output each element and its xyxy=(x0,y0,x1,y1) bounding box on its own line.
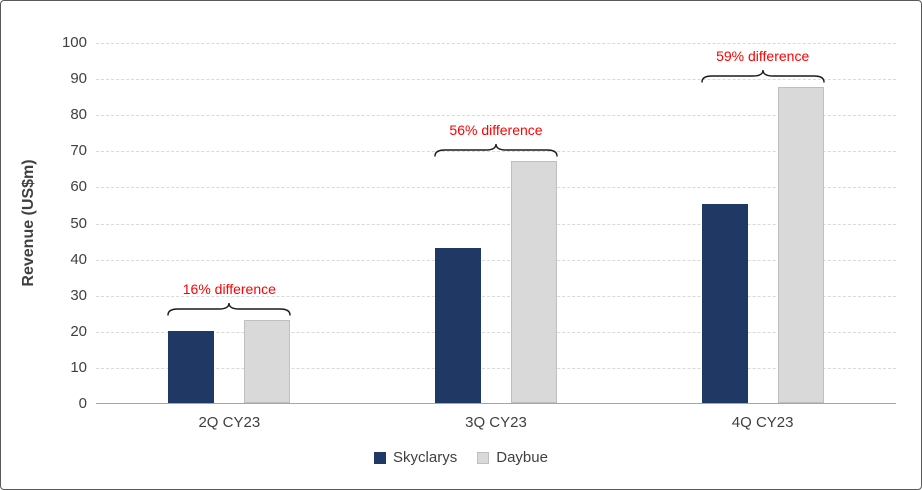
y-tick-label: 10 xyxy=(70,358,87,376)
y-tick-label: 90 xyxy=(70,70,87,88)
gridline xyxy=(96,295,896,297)
bar-daybue xyxy=(244,319,291,403)
gridline xyxy=(96,79,896,81)
y-tick-label: 80 xyxy=(70,106,87,124)
bar-skyclarys xyxy=(701,204,748,403)
bar-daybue xyxy=(777,87,824,403)
gridline xyxy=(96,151,896,153)
y-tick-label: 20 xyxy=(70,322,87,340)
gridline xyxy=(96,331,896,333)
annotation-label: 16% difference xyxy=(182,280,276,297)
curly-brace-icon xyxy=(700,69,825,83)
legend-item-skyclarys: Skyclarys xyxy=(374,449,457,466)
legend-swatch-icon xyxy=(374,451,387,464)
bar-skyclarys xyxy=(168,330,215,403)
x-axis-label: 4Q CY23 xyxy=(731,414,794,431)
x-axis-label: 2Q CY23 xyxy=(198,414,261,431)
annotation-label: 59% difference xyxy=(716,48,810,65)
y-tick-label: 70 xyxy=(70,142,87,160)
annotation-label: 56% difference xyxy=(449,122,543,139)
x-axis-labels: 2Q CY23 3Q CY23 4Q CY23 xyxy=(96,414,896,436)
gridline xyxy=(96,367,896,369)
gridline xyxy=(96,115,896,117)
y-tick-label: 0 xyxy=(78,395,87,412)
gridline xyxy=(96,223,896,225)
bar-skyclarys xyxy=(435,247,481,403)
legend-item-daybue: Daybue xyxy=(477,449,548,466)
curly-brace-icon xyxy=(434,143,558,157)
gridline xyxy=(96,43,896,44)
legend-swatch-icon xyxy=(477,451,490,464)
y-tick-label: 50 xyxy=(70,214,87,232)
y-tick-label: 100 xyxy=(61,34,87,51)
legend-label: Daybue xyxy=(496,449,548,466)
y-axis-tick-labels: 0 10 20 30 40 50 60 70 80 90 100 xyxy=(1,1,87,489)
legend-label: Skyclarys xyxy=(393,449,458,466)
y-tick-label: 60 xyxy=(70,178,87,196)
x-axis-label: 3Q CY23 xyxy=(465,414,527,431)
y-tick-label: 40 xyxy=(70,250,87,268)
curly-brace-icon xyxy=(167,302,292,316)
gridline xyxy=(96,259,896,261)
y-tick-label: 30 xyxy=(70,286,87,304)
gridline xyxy=(96,187,896,189)
plot-area: 16% difference 56% difference 59% differen… xyxy=(96,43,896,404)
legend: Skyclarys Daybue xyxy=(1,449,921,466)
bar-daybue xyxy=(511,161,557,403)
